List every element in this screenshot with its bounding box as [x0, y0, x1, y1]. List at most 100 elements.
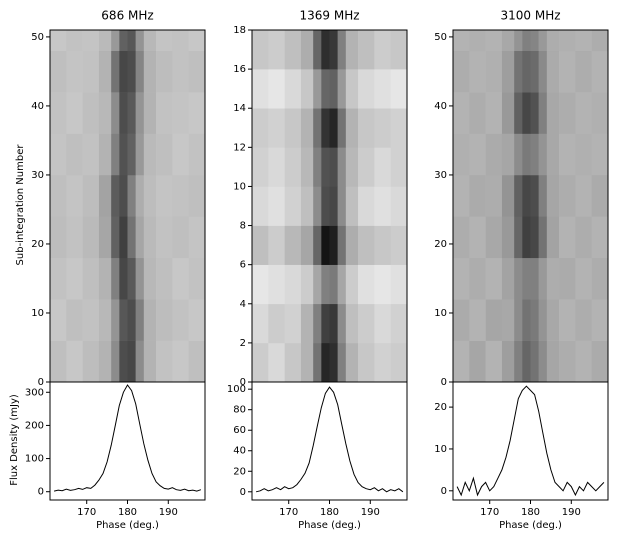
heatmap-cell — [111, 50, 120, 93]
heatmap-cell — [284, 186, 302, 226]
heatmap-cell — [575, 299, 592, 341]
heatmap-cell — [390, 30, 408, 70]
heatmap-cell — [268, 186, 285, 226]
heatmap-cell — [252, 264, 269, 305]
y-tick-label: 40 — [434, 101, 447, 112]
heatmap-cell — [374, 147, 391, 187]
heatmap-cell — [469, 216, 486, 259]
heatmap-cell — [485, 30, 503, 52]
x-tick-label: 170 — [77, 507, 96, 518]
heatmap-cell — [143, 174, 157, 217]
y-axis-label: Sub-integration Number — [15, 144, 26, 266]
heatmap-cell — [172, 30, 189, 52]
heatmap-cell — [143, 216, 157, 259]
heatmap-cell — [337, 30, 347, 70]
heatmap-cell — [284, 264, 302, 305]
heatmap-cell — [358, 342, 375, 383]
heatmap-cell — [546, 133, 560, 176]
heatmap-cell — [156, 257, 173, 300]
heatmap-cell — [252, 303, 269, 344]
heatmap-cell — [172, 133, 189, 176]
x-tick-label: 180 — [320, 507, 339, 518]
heatmap-cell — [172, 92, 189, 134]
heatmap-cell — [300, 342, 314, 383]
heatmap-cell — [300, 69, 314, 109]
heatmap-cell — [546, 340, 560, 383]
heatmap-cell — [522, 92, 531, 134]
heatmap-cell — [538, 30, 548, 52]
heatmap-cell — [337, 186, 347, 226]
heatmap-cell — [530, 174, 539, 217]
x-tick-label: 180 — [521, 507, 540, 518]
heatmap-cell — [559, 174, 576, 217]
heatmap-cell — [111, 174, 120, 217]
x-tick-label: 170 — [480, 507, 499, 518]
heatmap-cell — [82, 92, 100, 134]
heatmap-cell — [135, 50, 145, 93]
heatmap-cell — [575, 216, 592, 259]
panel-title: 3100 MHz — [500, 9, 560, 23]
y-tick-label: 20 — [434, 239, 447, 250]
heatmap-cell — [514, 299, 523, 341]
heatmap-cell — [321, 264, 330, 305]
heatmap-cell — [514, 133, 523, 176]
heatmap-cell — [485, 257, 503, 300]
heatmap-cell — [98, 257, 112, 300]
heatmap-cell — [119, 216, 128, 259]
heatmap-cell — [546, 299, 560, 341]
heatmap-cell — [514, 340, 523, 383]
heatmap-cell — [284, 108, 302, 148]
heatmap-cell — [127, 340, 136, 383]
heatmap-cell — [313, 225, 322, 265]
heatmap-cell — [82, 133, 100, 176]
heatmap-cell — [337, 342, 347, 383]
heatmap-cell — [98, 216, 112, 259]
heatmap-cell — [50, 92, 67, 134]
heatmap-cell — [111, 30, 120, 52]
heatmap-cell — [538, 174, 548, 217]
y-tick-label: 20 — [31, 239, 44, 250]
heatmap-cell — [313, 108, 322, 148]
y-tick-label: 0 — [441, 486, 447, 497]
heatmap-cell — [66, 299, 83, 341]
heatmap-cell — [82, 30, 100, 52]
heatmap-cell — [337, 108, 347, 148]
heatmap-cell — [530, 299, 539, 341]
x-axis-label: Phase (deg.) — [96, 520, 159, 531]
heatmap-cell — [538, 216, 548, 259]
heatmap-cell — [172, 174, 189, 217]
heatmap-cell — [50, 174, 67, 217]
heatmap-cell — [390, 342, 408, 383]
heatmap-cell — [358, 264, 375, 305]
heatmap-cell — [156, 299, 173, 341]
heatmap-cell — [530, 50, 539, 93]
heatmap-cell — [143, 299, 157, 341]
heatmap-cell — [321, 108, 330, 148]
heatmap-cell — [82, 257, 100, 300]
heatmap-cell — [390, 225, 408, 265]
heatmap-cell — [591, 50, 609, 93]
heatmap-cell — [345, 108, 359, 148]
heatmap-cell — [522, 257, 531, 300]
heatmap-cell — [501, 299, 515, 341]
y-tick-label: 2 — [240, 338, 246, 349]
heatmap-cell — [329, 264, 338, 305]
heatmap-cell — [374, 264, 391, 305]
heatmap-cell — [559, 257, 576, 300]
heatmap-cell — [329, 342, 338, 383]
heatmap-cell — [522, 340, 531, 383]
heatmap-cell — [559, 50, 576, 93]
heatmap-cell — [453, 133, 470, 176]
heatmap-cell — [50, 50, 67, 93]
heatmap-cell — [98, 299, 112, 341]
heatmap-cell — [172, 216, 189, 259]
heatmap-cell — [111, 257, 120, 300]
heatmap-cell — [321, 30, 330, 70]
heatmap-cell — [485, 50, 503, 93]
heatmap-cell — [119, 257, 128, 300]
heatmap-cell — [66, 30, 83, 52]
heatmap-cell — [390, 186, 408, 226]
heatmap-cell — [345, 69, 359, 109]
heatmap-cell — [390, 264, 408, 305]
heatmap-cell — [514, 257, 523, 300]
